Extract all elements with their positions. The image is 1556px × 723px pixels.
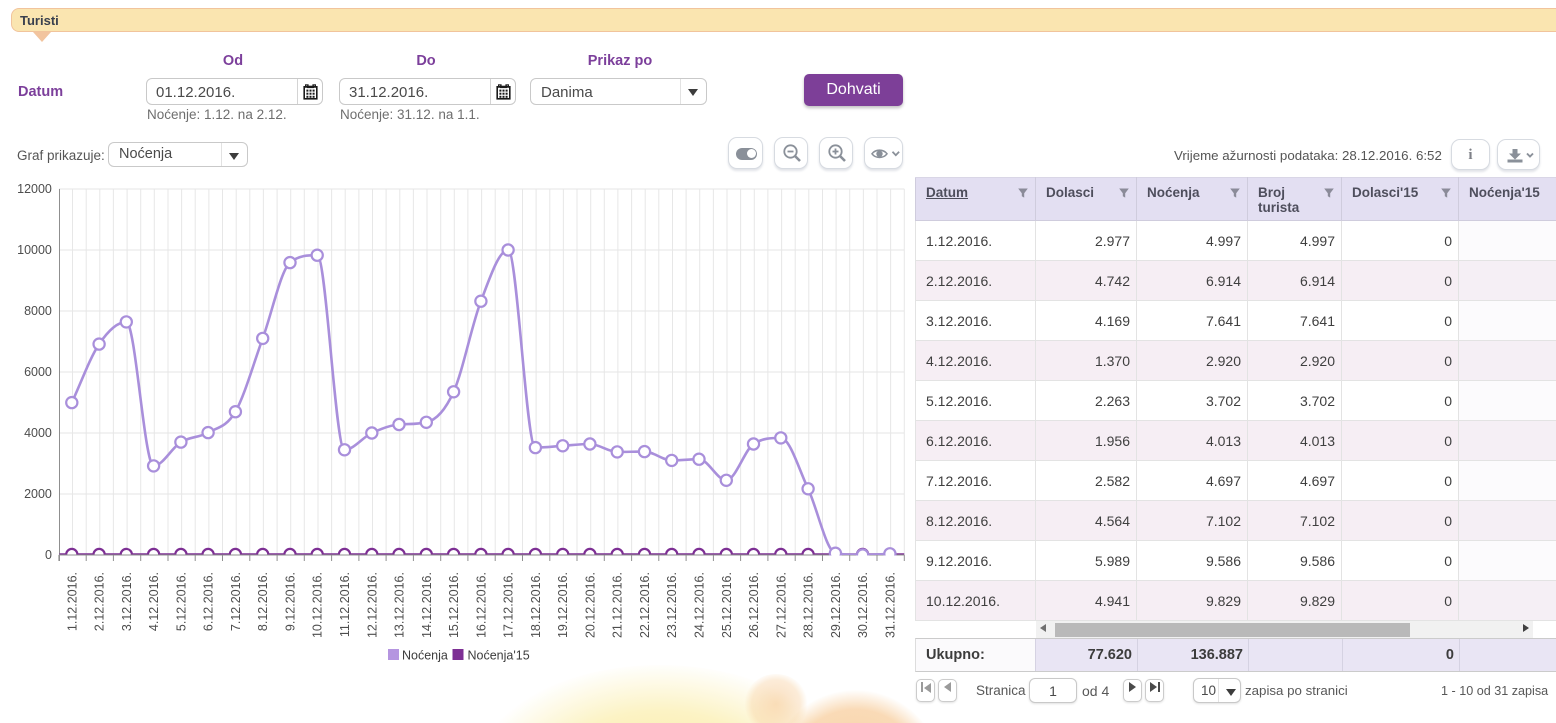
svg-text:29.12.2016.: 29.12.2016. bbox=[829, 572, 843, 638]
svg-text:26.12.2016.: 26.12.2016. bbox=[747, 572, 761, 638]
svg-text:10000: 10000 bbox=[17, 243, 52, 257]
svg-text:28.12.2016.: 28.12.2016. bbox=[802, 572, 816, 638]
svg-text:16.12.2016.: 16.12.2016. bbox=[474, 572, 488, 638]
svg-text:21.12.2016.: 21.12.2016. bbox=[611, 572, 625, 638]
svg-text:14.12.2016.: 14.12.2016. bbox=[420, 572, 434, 638]
svg-text:9.12.2016.: 9.12.2016. bbox=[284, 572, 298, 631]
svg-text:30.12.2016.: 30.12.2016. bbox=[856, 572, 870, 638]
svg-text:Noćenja: Noćenja bbox=[402, 649, 448, 663]
svg-text:27.12.2016.: 27.12.2016. bbox=[774, 572, 788, 638]
svg-text:0: 0 bbox=[45, 548, 52, 562]
svg-text:31.12.2016.: 31.12.2016. bbox=[883, 572, 897, 638]
svg-text:13.12.2016.: 13.12.2016. bbox=[393, 572, 407, 638]
svg-text:10.12.2016.: 10.12.2016. bbox=[311, 572, 325, 638]
svg-text:23.12.2016.: 23.12.2016. bbox=[665, 572, 679, 638]
svg-text:15.12.2016.: 15.12.2016. bbox=[447, 572, 461, 638]
svg-text:20.12.2016.: 20.12.2016. bbox=[583, 572, 597, 638]
svg-text:11.12.2016.: 11.12.2016. bbox=[338, 572, 352, 637]
svg-text:19.12.2016.: 19.12.2016. bbox=[556, 572, 570, 638]
svg-text:4.12.2016.: 4.12.2016. bbox=[147, 572, 161, 631]
svg-text:2000: 2000 bbox=[24, 487, 52, 501]
svg-text:8.12.2016.: 8.12.2016. bbox=[256, 572, 270, 631]
svg-text:18.12.2016.: 18.12.2016. bbox=[529, 572, 543, 638]
svg-text:22.12.2016.: 22.12.2016. bbox=[638, 572, 652, 638]
svg-text:25.12.2016.: 25.12.2016. bbox=[720, 572, 734, 638]
svg-text:3.12.2016.: 3.12.2016. bbox=[120, 572, 134, 631]
svg-text:8000: 8000 bbox=[24, 304, 52, 318]
svg-text:6000: 6000 bbox=[24, 365, 52, 379]
svg-text:5.12.2016.: 5.12.2016. bbox=[174, 572, 188, 631]
svg-text:17.12.2016.: 17.12.2016. bbox=[502, 572, 516, 638]
svg-text:24.12.2016.: 24.12.2016. bbox=[693, 572, 707, 638]
svg-text:2.12.2016.: 2.12.2016. bbox=[93, 572, 107, 631]
svg-text:1.12.2016.: 1.12.2016. bbox=[65, 572, 79, 631]
svg-text:Noćenja'15: Noćenja'15 bbox=[468, 649, 530, 663]
svg-text:4000: 4000 bbox=[24, 426, 52, 440]
svg-text:12.12.2016.: 12.12.2016. bbox=[365, 572, 379, 638]
svg-text:6.12.2016.: 6.12.2016. bbox=[202, 572, 216, 631]
svg-text:12000: 12000 bbox=[17, 182, 52, 196]
svg-text:7.12.2016.: 7.12.2016. bbox=[229, 572, 243, 631]
